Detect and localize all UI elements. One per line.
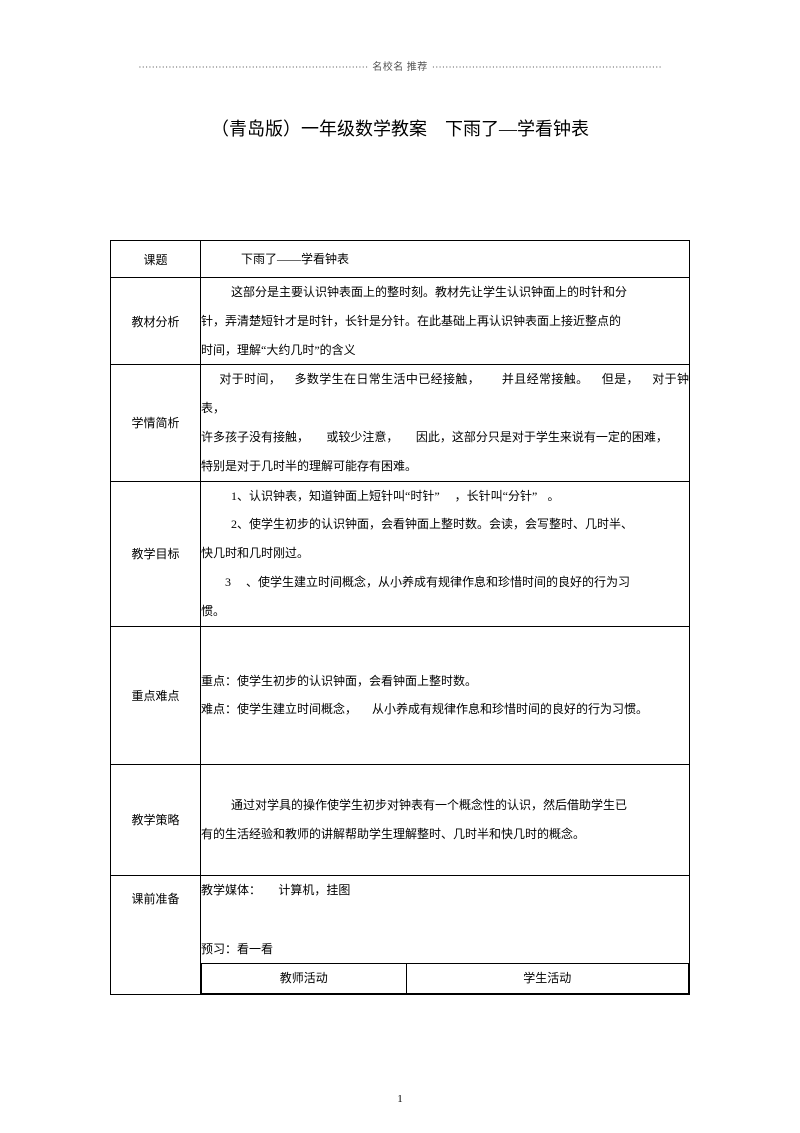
goal-p2: 2、使学生初步的认识钟面，会看钟面上整时数。会读，会写整时、几时半、 bbox=[201, 510, 689, 539]
header-watermark: ⋯⋯⋯⋯⋯⋯⋯⋯⋯⋯⋯⋯⋯⋯⋯⋯⋯⋯⋯⋯⋯⋯⋯名校名 推荐⋯⋯⋯⋯⋯⋯⋯⋯⋯⋯⋯… bbox=[120, 58, 680, 73]
lesson-table-wrapper: 课题 下雨了——学看钟表 教材分析 这部分是主要认识钟表面上的整时刻。教材先让学… bbox=[110, 240, 690, 995]
student-p2: 许多孩子没有接触， 或较少注意， 因此，这部分只是对于学生来说有一定的困难， bbox=[201, 423, 689, 452]
lesson-table: 课题 下雨了——学看钟表 教材分析 这部分是主要认识钟表面上的整时刻。教材先让学… bbox=[110, 240, 690, 995]
keypoints-p1: 重点：使学生初步的认识钟面，会看钟面上整时数。 bbox=[201, 667, 689, 696]
row-preparation: 课前准备 教学媒体： 计算机，挂图 预习：看一看 教师活动 学生活动 bbox=[111, 875, 690, 994]
student-p1d: 但是， bbox=[601, 372, 638, 386]
goal-p5: 惯。 bbox=[201, 597, 689, 626]
prep-p1a: 教学媒体： bbox=[201, 883, 261, 897]
student-p1a: 对于时间， bbox=[219, 372, 281, 386]
body-strategy: 通过对学具的操作使学生初步对钟表有一个概念性的认识，然后借助学生已 有的生活经验… bbox=[201, 765, 690, 876]
student-p2a: 许多孩子没有接触， bbox=[201, 430, 309, 444]
goal-p1b: ，长针叫“分针” bbox=[455, 489, 538, 503]
goal-p4b: 、使学生建立时间概念，从小养成有规律作息和珍惜时间的良好的行为习 bbox=[246, 575, 630, 589]
student-p2c: 因此，这部分只是对于学生来说有一定的困难， bbox=[416, 430, 668, 444]
student-activity-header: 学生活动 bbox=[406, 964, 688, 994]
row-material-analysis: 教材分析 这部分是主要认识钟表面上的整时刻。教材先让学生认识钟面上的时针和分 针… bbox=[111, 278, 690, 365]
student-p1: 对于时间， 多数学生在日常生活中已经接触， 并且经常接触。 但是， 对于钟表， bbox=[201, 365, 689, 423]
row-student-analysis: 学情简析 对于时间， 多数学生在日常生活中已经接触， 并且经常接触。 但是， 对… bbox=[111, 365, 690, 481]
header-dots-left: ⋯⋯⋯⋯⋯⋯⋯⋯⋯⋯⋯⋯⋯⋯⋯⋯⋯⋯⋯⋯⋯⋯⋯ bbox=[138, 62, 368, 73]
student-p1b: 多数学生在日常生活中已经接触， bbox=[294, 372, 480, 386]
label-student: 学情简析 bbox=[111, 365, 201, 481]
keypoints-p2: 难点：使学生建立时间概念， 从小养成有规律作息和珍惜时间的良好的行为习惯。 bbox=[201, 695, 689, 724]
material-p1: 这部分是主要认识钟表面上的整时刻。教材先让学生认识钟面上的时针和分 bbox=[201, 278, 689, 307]
goal-p1: 1、认识钟表，知道钟面上短针叫“时针” ，长针叫“分针” 。 bbox=[201, 482, 689, 511]
label-topic: 课题 bbox=[111, 241, 201, 278]
teacher-activity-header: 教师活动 bbox=[202, 964, 407, 994]
header-dots-right: ⋯⋯⋯⋯⋯⋯⋯⋯⋯⋯⋯⋯⋯⋯⋯⋯⋯⋯⋯⋯⋯⋯⋯ bbox=[432, 62, 662, 73]
page-number: 1 bbox=[0, 1093, 800, 1105]
body-goal: 1、认识钟表，知道钟面上短针叫“时针” ，长针叫“分针” 。 2、使学生初步的认… bbox=[201, 481, 690, 626]
student-p3: 特别是对于几时半的理解可能存有困难。 bbox=[201, 452, 689, 481]
row-teaching-goal: 教学目标 1、认识钟表，知道钟面上短针叫“时针” ，长针叫“分针” 。 2、使学… bbox=[111, 481, 690, 626]
keypoints-p2a: 难点：使学生建立时间概念， bbox=[201, 702, 357, 716]
title-part1: （青岛版）一年级数学教案 bbox=[211, 119, 427, 139]
body-material: 这部分是主要认识钟表面上的整时刻。教材先让学生认识钟面上的时针和分 针，弄清楚短… bbox=[201, 278, 690, 365]
row-topic: 课题 下雨了——学看钟表 bbox=[111, 241, 690, 278]
label-material: 教材分析 bbox=[111, 278, 201, 365]
label-keypoints: 重点难点 bbox=[111, 626, 201, 765]
goal-p4: 3 、使学生建立时间概念，从小养成有规律作息和珍惜时间的良好的行为习 bbox=[201, 568, 689, 597]
row-keypoints: 重点难点 重点：使学生初步的认识钟面，会看钟面上整时数。 难点：使学生建立时间概… bbox=[111, 626, 690, 765]
label-strategy: 教学策略 bbox=[111, 765, 201, 876]
goal-p3: 快几时和几时刚过。 bbox=[201, 539, 689, 568]
body-keypoints: 重点：使学生初步的认识钟面，会看钟面上整时数。 难点：使学生建立时间概念， 从小… bbox=[201, 626, 690, 765]
row-strategy: 教学策略 通过对学具的操作使学生初步对钟表有一个概念性的认识，然后借助学生已 有… bbox=[111, 765, 690, 876]
header-label: 名校名 推荐 bbox=[368, 58, 432, 73]
student-p1c: 并且经常接触。 bbox=[501, 372, 588, 386]
student-p2b: 或较少注意， bbox=[326, 430, 398, 444]
label-goal: 教学目标 bbox=[111, 481, 201, 626]
strategy-p1: 通过对学具的操作使学生初步对钟表有一个概念性的认识，然后借助学生已 bbox=[201, 791, 689, 820]
label-prep: 课前准备 bbox=[111, 875, 201, 994]
body-prep: 教学媒体： 计算机，挂图 预习：看一看 教师活动 学生活动 bbox=[201, 875, 690, 994]
material-p3: 时间，理解“大约几时”的含义 bbox=[201, 336, 689, 365]
strategy-p2: 有的生活经验和教师的讲解帮助学生理解整时、几时半和快几时的概念。 bbox=[201, 820, 689, 849]
body-student: 对于时间， 多数学生在日常生活中已经接触， 并且经常接触。 但是， 对于钟表， … bbox=[201, 365, 690, 481]
document-title: （青岛版）一年级数学教案下雨了—学看钟表 bbox=[0, 115, 800, 141]
keypoints-p2b: 从小养成有规律作息和珍惜时间的良好的行为习惯。 bbox=[372, 702, 648, 716]
goal-p4a: 3 bbox=[225, 575, 231, 589]
prep-p2: 预习：看一看 bbox=[201, 935, 689, 964]
goal-p1c: 。 bbox=[548, 489, 560, 503]
prep-p1: 教学媒体： 计算机，挂图 bbox=[201, 876, 689, 905]
prep-p1b: 计算机，挂图 bbox=[278, 883, 350, 897]
title-part2: 下雨了—学看钟表 bbox=[445, 119, 589, 139]
activity-split: 教师活动 学生活动 bbox=[201, 963, 689, 994]
topic-body: 下雨了——学看钟表 bbox=[201, 241, 689, 277]
material-p2: 针，弄清楚短针才是时针，长针是分针。在此基础上再认识钟表面上接近整点的 bbox=[201, 307, 689, 336]
goal-p1a: 1、认识钟表，知道钟面上短针叫“时针” bbox=[231, 489, 440, 503]
